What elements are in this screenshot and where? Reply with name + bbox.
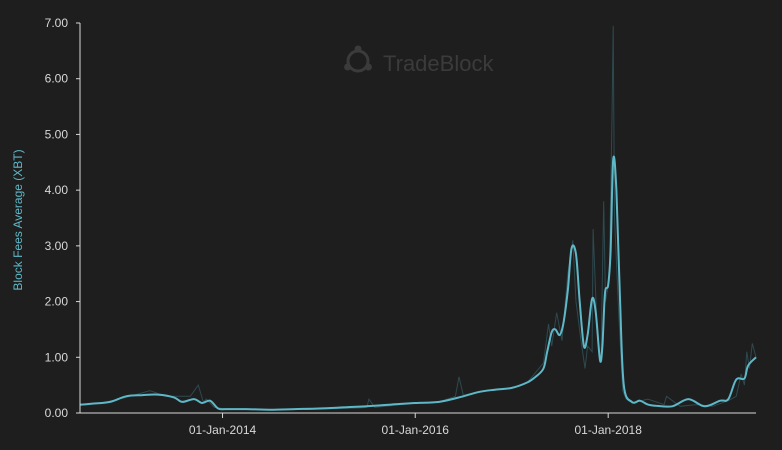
- y-tick-label: 6.00: [45, 72, 69, 86]
- tradeblock-logo-icon: [344, 45, 372, 73]
- x-tick-label: 01-Jan-2018: [574, 423, 642, 437]
- y-axis-label: Block Fees Average (XBT): [11, 149, 25, 290]
- y-tick-label: 4.00: [45, 183, 69, 197]
- x-axis-ticks: 01-Jan-2014 01-Jan-2016 01-Jan-2018: [189, 413, 642, 437]
- y-tick-label: 3.00: [45, 239, 69, 253]
- raw-series-layer: [79, 25, 757, 411]
- smoothed-series-layer: [79, 155, 757, 411]
- y-tick-label: 2.00: [45, 295, 69, 309]
- y-tick-label: 0.00: [45, 406, 69, 420]
- watermark: TradeBlock: [344, 45, 494, 76]
- x-tick-label: 01-Jan-2016: [382, 423, 450, 437]
- y-tick-label: 1.00: [45, 350, 69, 364]
- x-tick-label: 01-Jan-2014: [189, 423, 257, 437]
- y-axis-ticks: 0.00 1.00 2.00 3.00 4.00 5.00 6.00 7.00: [45, 16, 80, 420]
- watermark-text: TradeBlock: [383, 51, 494, 76]
- y-tick-label: 5.00: [45, 127, 69, 141]
- raw-series-line: [79, 25, 757, 411]
- series-line: [79, 155, 757, 411]
- y-tick-label: 7.00: [45, 16, 69, 30]
